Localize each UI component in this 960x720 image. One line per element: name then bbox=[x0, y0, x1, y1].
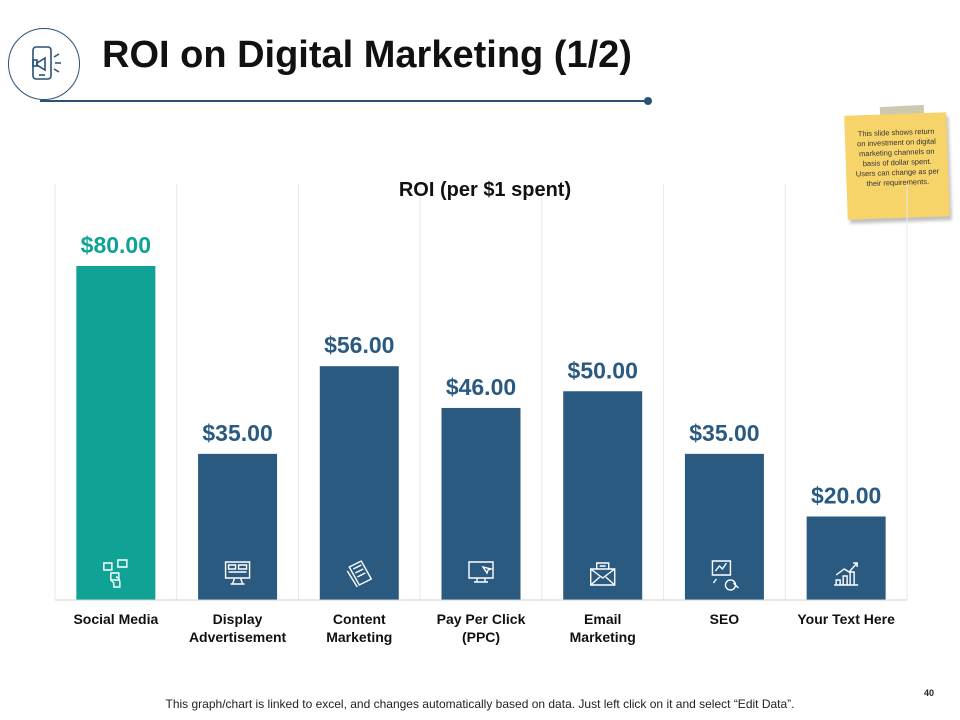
title-underline-dot bbox=[644, 97, 652, 105]
phone-megaphone-icon bbox=[32, 46, 61, 80]
footer-instruction: This graph/chart is linked to excel, and… bbox=[165, 697, 795, 711]
social-media-icon bbox=[103, 559, 128, 588]
category-label-1: Display Advertisement bbox=[189, 611, 287, 645]
bar-1 bbox=[198, 453, 278, 600]
growth-chart-icon bbox=[834, 562, 859, 586]
category-label-3: Pay Per Click (PPC) bbox=[437, 611, 526, 645]
data-label-3: $46.00 bbox=[446, 374, 516, 400]
data-label-2: $56.00 bbox=[324, 332, 394, 358]
bar-6 bbox=[806, 516, 886, 600]
display-ad-icon bbox=[224, 561, 251, 585]
bar-2 bbox=[319, 366, 399, 600]
category-label-0: Social Media bbox=[73, 611, 158, 627]
ppc-monitor-icon bbox=[468, 561, 494, 583]
seo-magnifier-icon bbox=[711, 560, 739, 591]
chart-title: ROI (per $1 spent) bbox=[399, 179, 571, 201]
content-document-icon bbox=[346, 560, 373, 588]
data-label-5: $35.00 bbox=[689, 420, 759, 446]
bar-4 bbox=[563, 391, 643, 600]
email-envelope-icon bbox=[590, 562, 616, 586]
category-label-4: Email Marketing bbox=[570, 611, 636, 645]
bar-5 bbox=[684, 453, 764, 600]
category-label-5: SEO bbox=[710, 611, 740, 627]
bar-3 bbox=[441, 407, 521, 600]
title-underline bbox=[40, 100, 648, 102]
header-icon-circle bbox=[8, 28, 80, 100]
page-title: ROI on Digital Marketing (1/2) bbox=[102, 34, 632, 76]
page-number: 40 bbox=[924, 688, 935, 698]
category-label-6: Your Text Here bbox=[797, 611, 895, 627]
data-label-1: $35.00 bbox=[202, 420, 272, 446]
data-label-4: $50.00 bbox=[568, 357, 638, 383]
data-label-6: $20.00 bbox=[811, 483, 881, 509]
category-label-2: Content Marketing bbox=[326, 611, 392, 645]
data-label-0: $80.00 bbox=[81, 232, 151, 258]
bar-0 bbox=[76, 266, 156, 600]
